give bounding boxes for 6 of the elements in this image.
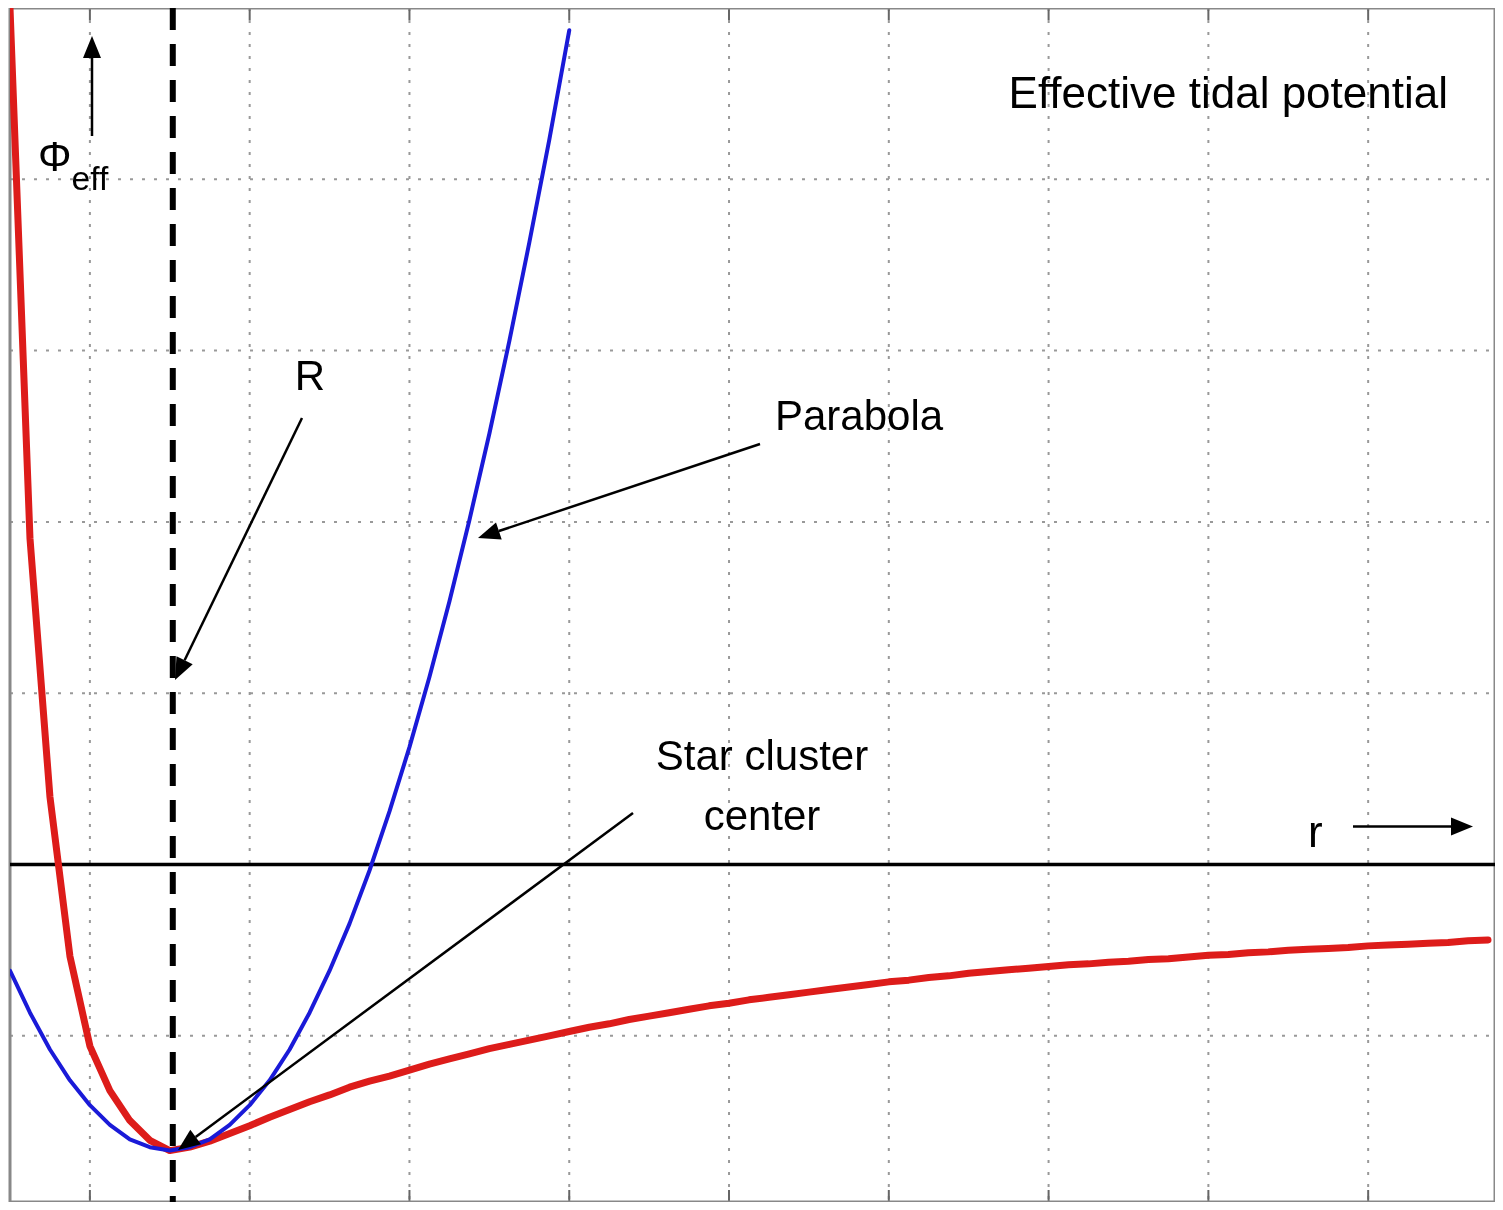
x-axis-title: r — [1308, 806, 1323, 856]
annotation: Parabola — [775, 392, 944, 439]
text: Effective tidal potential — [1008, 68, 1448, 117]
annotation: Star cluster center — [655, 732, 869, 839]
y-axis-title: Φ$_{eff}$ — [38, 133, 109, 197]
annotation: R — [294, 352, 326, 399]
